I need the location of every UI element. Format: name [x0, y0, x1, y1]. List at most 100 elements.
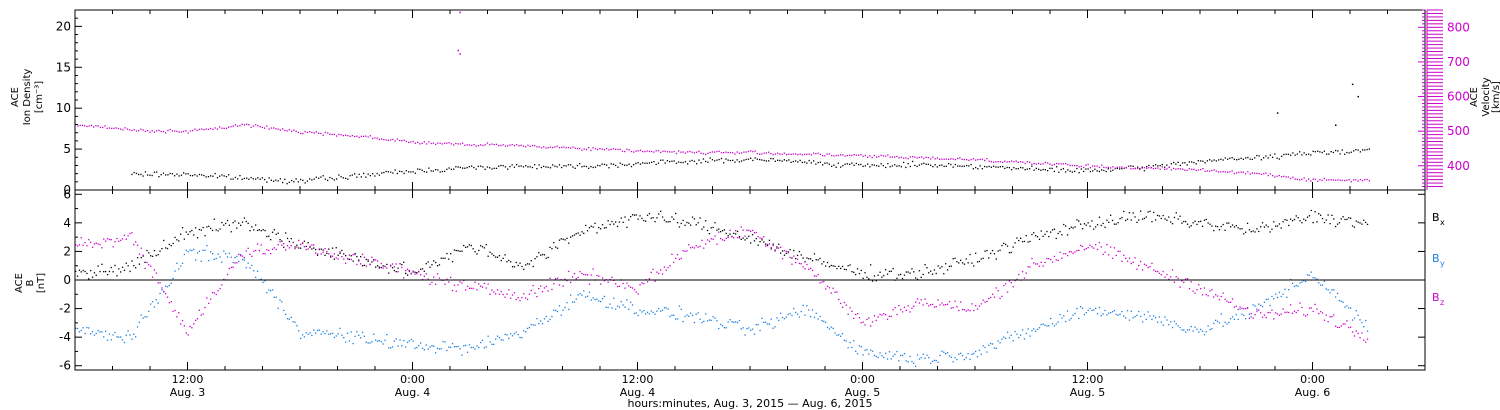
by-point-47 — [163, 291, 165, 293]
bx-point-651 — [1295, 215, 1297, 217]
by-point-172 — [397, 345, 399, 347]
bx-point-576 — [1155, 219, 1157, 221]
bx-point-135 — [328, 248, 330, 250]
bx-point-545 — [1096, 224, 1099, 226]
bz-point-611 — [1220, 295, 1222, 298]
density-point-87 — [327, 179, 329, 181]
velocity-point-35 — [153, 131, 156, 133]
bx-point-385 — [796, 254, 799, 257]
by-point-199 — [448, 346, 450, 348]
top-left-ylabel-line1: ACE — [10, 87, 21, 107]
bx-point-180 — [412, 271, 414, 273]
by-point-32 — [135, 336, 137, 338]
by-point-665 — [1321, 284, 1324, 286]
velocity-point-178 — [475, 145, 477, 147]
bx-point-418 — [858, 272, 861, 275]
bz-point-586 — [1173, 281, 1176, 283]
bz-point-98 — [258, 250, 260, 252]
by-point-222 — [491, 343, 493, 345]
by-point-552 — [1110, 312, 1112, 314]
bz-point-664 — [1320, 311, 1322, 313]
velocity-point-433 — [1049, 163, 1051, 165]
density-point-135 — [435, 169, 437, 171]
bx-point-203 — [455, 249, 457, 252]
density-point-341 — [898, 165, 900, 167]
bx-point-422 — [866, 276, 868, 278]
bz-point-557 — [1119, 250, 1121, 252]
by-point-682 — [1353, 317, 1356, 319]
velocity-point-475 — [1143, 167, 1145, 169]
by-point-66 — [198, 250, 200, 252]
bz-point-143 — [343, 258, 345, 260]
velocity-point-158 — [430, 142, 432, 145]
bx-point-256 — [555, 246, 557, 248]
density-point-143 — [453, 168, 455, 170]
bx-point-92 — [247, 222, 249, 224]
bz-point-371 — [770, 246, 772, 249]
density-point-25 — [187, 173, 189, 175]
bx-point-420 — [862, 277, 864, 279]
bz-point-125 — [309, 245, 311, 247]
by-point-315 — [665, 307, 667, 309]
bx-point-296 — [630, 216, 632, 218]
velocity-point-501 — [1202, 168, 1204, 170]
bz-point-412 — [847, 313, 849, 315]
by-point-317 — [669, 315, 671, 318]
by-point-551 — [1108, 312, 1110, 314]
by-point-640 — [1275, 293, 1277, 295]
bz-point-70 — [206, 297, 208, 299]
by-point-73 — [211, 253, 214, 255]
velocity-point-365 — [896, 155, 898, 158]
bx-point-163 — [380, 266, 382, 269]
bx-point-172 — [397, 267, 399, 269]
bx-point-482 — [978, 260, 981, 263]
velocity-point-282 — [709, 151, 711, 154]
bz-point-32 — [135, 241, 137, 243]
bx-point-199 — [448, 258, 450, 260]
by-point-480 — [975, 350, 977, 353]
x-tick-time-4: 12:00 — [1072, 373, 1104, 386]
by-point-394 — [813, 316, 816, 318]
bz-point-514 — [1038, 265, 1041, 267]
bz-point-268 — [577, 276, 579, 279]
density-point-419 — [1074, 170, 1076, 173]
by-point-132 — [322, 331, 324, 333]
by-point-474 — [963, 358, 966, 361]
by-point-21 — [114, 331, 116, 334]
by-point-419 — [860, 346, 862, 348]
by-point-561 — [1126, 310, 1129, 312]
by-point-505 — [1021, 329, 1024, 331]
velocity-point-58 — [205, 128, 207, 130]
bz-point-252 — [547, 290, 549, 292]
bx-point-527 — [1063, 223, 1065, 226]
by-point-436 — [892, 355, 894, 357]
bz-point-204 — [457, 284, 459, 286]
density-point-260 — [716, 159, 718, 161]
by-point-653 — [1299, 282, 1301, 284]
top-right-tick-label-4: 800 — [1447, 20, 1470, 34]
bz-point-180 — [412, 270, 414, 272]
density-point-153 — [475, 168, 477, 170]
by-point-547 — [1100, 315, 1102, 317]
bx-point-520 — [1050, 231, 1052, 233]
bx-point-448 — [915, 277, 917, 279]
density-point-367 — [957, 165, 959, 167]
by-point-270 — [581, 294, 583, 296]
bx-point-633 — [1261, 222, 1264, 224]
bz-point-483 — [980, 303, 982, 305]
by-point-269 — [579, 293, 581, 295]
by-point-526 — [1061, 317, 1063, 319]
by-point-412 — [847, 347, 849, 349]
by-point-487 — [988, 344, 990, 346]
bz-point-262 — [566, 280, 568, 282]
by-point-58 — [183, 253, 185, 256]
bz-point-432 — [885, 314, 887, 316]
by-point-151 — [358, 334, 360, 336]
by-point-83 — [230, 256, 232, 258]
bz-point-494 — [1001, 295, 1003, 298]
bx-point-109 — [279, 238, 281, 241]
bz-point-340 — [712, 238, 714, 240]
velocity-point-139 — [387, 139, 389, 142]
bx-point-62 — [191, 229, 193, 232]
bz-point-294 — [626, 282, 628, 284]
